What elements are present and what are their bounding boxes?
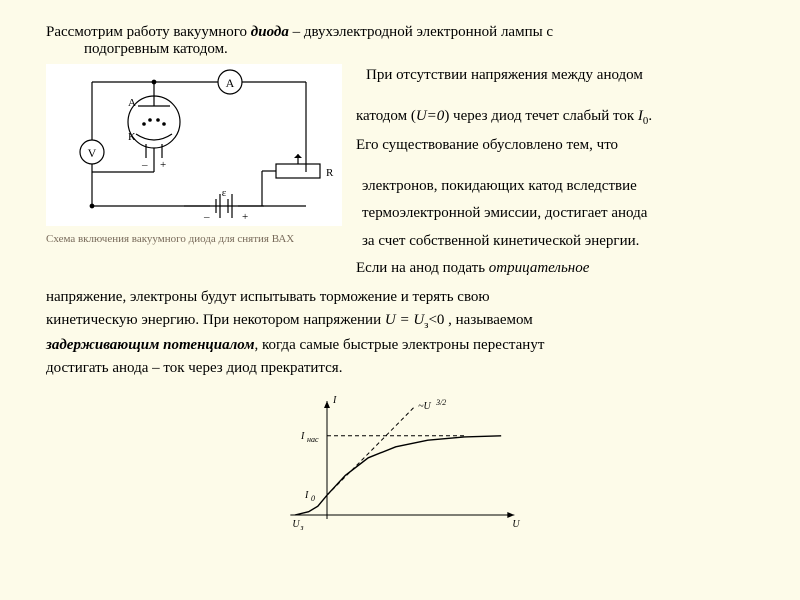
svg-text:I: I: [304, 490, 309, 501]
intro-line1-post: – двухэлектродной электронной лампы с: [289, 24, 553, 40]
side-p2: катодом (U=0) через диод течет слабый то…: [356, 105, 764, 130]
intro-diode: диода: [251, 24, 289, 40]
after-a3: задерживающим потенциалом, когда самые б…: [46, 334, 764, 357]
svg-text:U: U: [512, 519, 520, 530]
side-p6: за счет собственной кинетической энергии…: [356, 230, 764, 253]
svg-text:I: I: [300, 431, 305, 442]
iv-curve-chart: IUIнасI0Uз~U3/2: [255, 387, 555, 537]
rheostat-label: R: [326, 167, 334, 179]
voltmeter-label: V: [88, 146, 97, 160]
side-p7: Если на анод подать отрицательное: [356, 257, 764, 280]
after-a4: достигать анода – ток через диод прекрат…: [46, 357, 764, 380]
side-text: При отсутствии напряжения между анодом к…: [356, 64, 764, 284]
svg-text:~U: ~U: [418, 401, 431, 412]
svg-text:нас: нас: [307, 435, 319, 444]
heater-plus: +: [160, 159, 166, 171]
ammeter-label: A: [226, 76, 235, 90]
circuit-caption: Схема включения вакуумного диода для сня…: [46, 232, 342, 246]
svg-text:з: з: [299, 523, 303, 532]
cathode-label: К: [128, 131, 136, 143]
side-p4: электронов, покидающих катод вследствие: [356, 175, 764, 198]
emf-label: ε: [222, 187, 227, 199]
after-text: напряжение, электроны будут испытывать т…: [46, 286, 764, 380]
svg-text:0: 0: [311, 494, 315, 503]
bat-minus: –: [203, 211, 210, 223]
after-a2: кинетическую энергию. При некотором напр…: [46, 309, 764, 334]
side-p3: Его существование обусловлено тем, что: [356, 134, 764, 157]
svg-text:I: I: [332, 395, 337, 406]
intro-line2: подогревным катодом.: [46, 41, 764, 58]
side-p5: термоэлектронной эмиссии, достигает анод…: [356, 202, 764, 225]
intro-line1-pre: Рассмотрим работу вакуумного: [46, 24, 251, 40]
svg-text:U: U: [292, 519, 300, 530]
anode-label: А: [128, 97, 136, 109]
after-a1: напряжение, электроны будут испытывать т…: [46, 286, 764, 309]
svg-text:3/2: 3/2: [435, 398, 446, 407]
intro-paragraph: Рассмотрим работу вакуумного диода – дву…: [46, 24, 764, 58]
heater-minus: –: [141, 159, 148, 171]
circuit-diagram: A А: [46, 64, 342, 226]
bat-plus: +: [242, 211, 248, 223]
side-p1: При отсутствии напряжения между анодом: [356, 64, 764, 87]
